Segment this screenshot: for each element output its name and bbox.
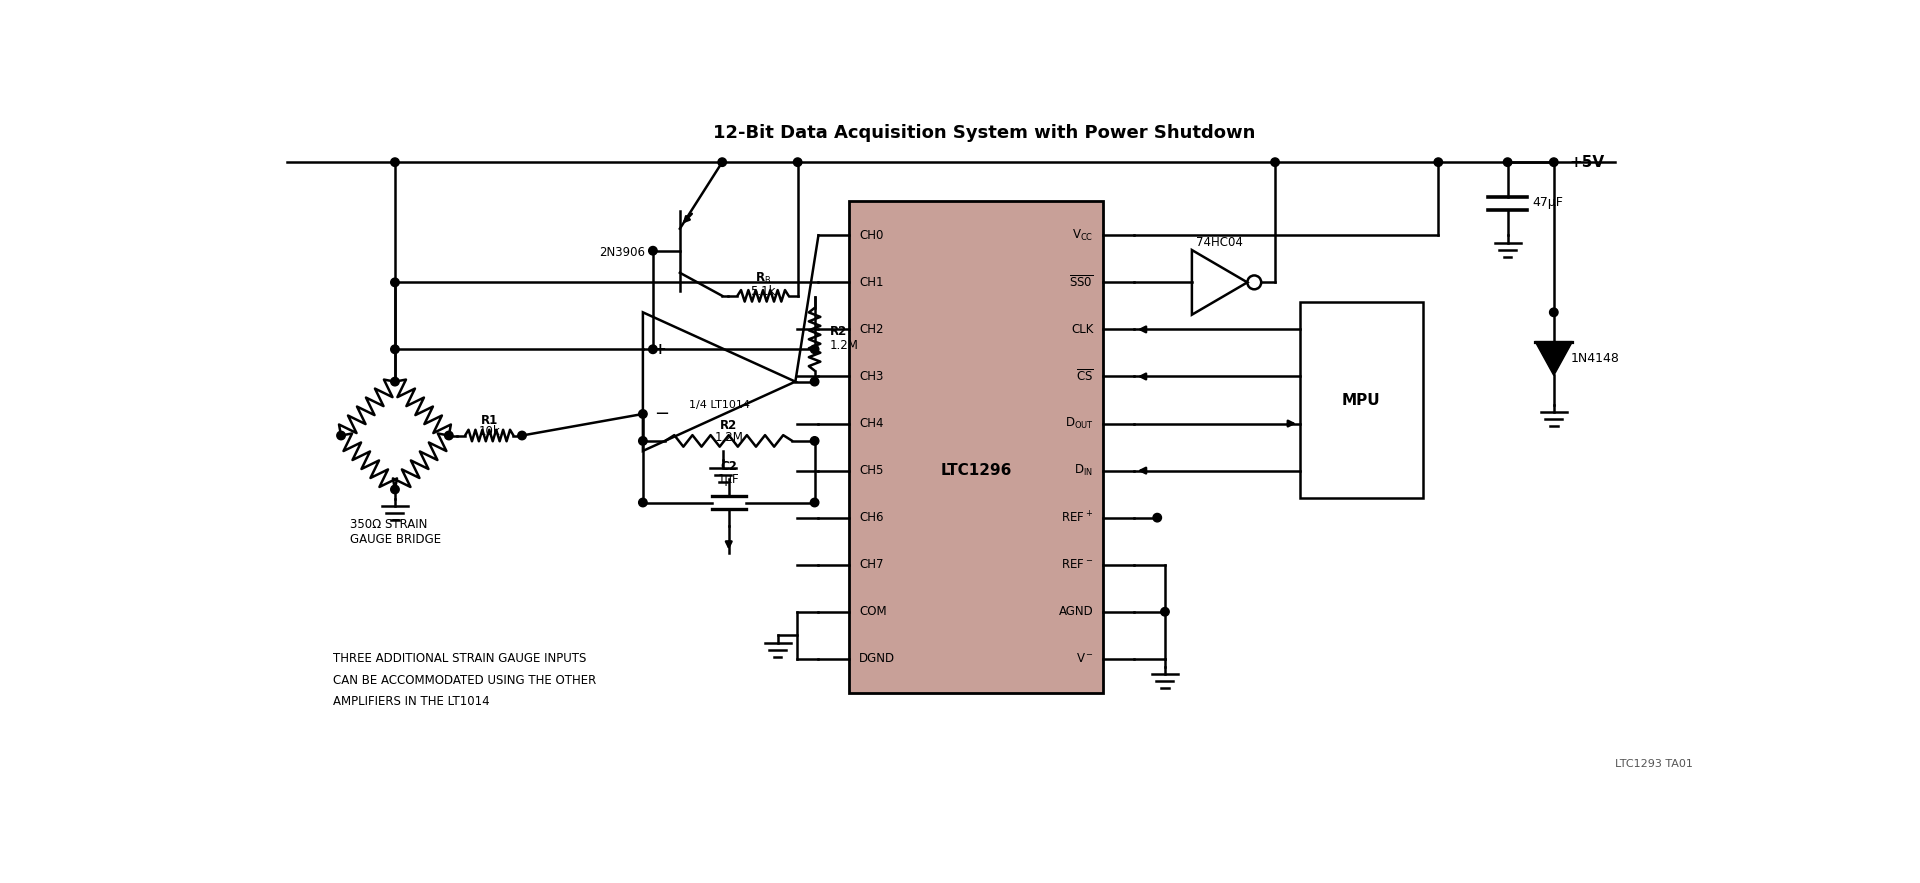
Circle shape xyxy=(445,431,453,440)
Text: C2: C2 xyxy=(720,460,737,472)
Circle shape xyxy=(1503,158,1511,166)
Polygon shape xyxy=(1536,342,1572,375)
Text: CH5: CH5 xyxy=(860,464,883,477)
Text: MPU: MPU xyxy=(1342,393,1380,408)
Text: 74HC04: 74HC04 xyxy=(1196,236,1242,249)
Text: CH4: CH4 xyxy=(860,417,883,430)
Text: V$^-$: V$^-$ xyxy=(1075,653,1092,665)
Text: CLK: CLK xyxy=(1071,323,1092,336)
Text: AGND: AGND xyxy=(1058,605,1092,618)
Circle shape xyxy=(718,158,726,166)
Text: CAN BE ACCOMMODATED USING THE OTHER: CAN BE ACCOMMODATED USING THE OTHER xyxy=(334,674,597,687)
Text: R$_{\rm B}$: R$_{\rm B}$ xyxy=(755,271,772,286)
Text: 1.2M: 1.2M xyxy=(829,339,858,352)
Circle shape xyxy=(1434,158,1442,166)
Circle shape xyxy=(390,485,399,494)
Text: 1μF: 1μF xyxy=(718,473,739,486)
Text: D$_{\rm IN}$: D$_{\rm IN}$ xyxy=(1075,463,1092,479)
Text: CH2: CH2 xyxy=(860,323,883,336)
Circle shape xyxy=(390,345,399,353)
Circle shape xyxy=(390,158,399,166)
Circle shape xyxy=(810,377,818,386)
Text: V$_{\rm CC}$: V$_{\rm CC}$ xyxy=(1071,228,1092,243)
Text: 1.2M: 1.2M xyxy=(714,431,743,443)
Circle shape xyxy=(639,410,647,419)
Circle shape xyxy=(810,345,818,353)
Text: LTC1296: LTC1296 xyxy=(941,463,1012,478)
Text: D$_{\rm OUT}$: D$_{\rm OUT}$ xyxy=(1066,416,1092,431)
Circle shape xyxy=(639,437,647,445)
Text: $\overline{\rm CS}$: $\overline{\rm CS}$ xyxy=(1075,369,1092,384)
Circle shape xyxy=(810,498,818,507)
Circle shape xyxy=(390,377,399,386)
Circle shape xyxy=(810,437,818,445)
Text: 2N3906: 2N3906 xyxy=(599,245,645,259)
Text: 5.1k: 5.1k xyxy=(751,284,776,298)
Text: 47μF: 47μF xyxy=(1532,196,1563,208)
Text: +: + xyxy=(653,342,666,357)
Text: $\overline{\rm SS0}$: $\overline{\rm SS0}$ xyxy=(1069,275,1092,291)
Text: THREE ADDITIONAL STRAIN GAUGE INPUTS: THREE ADDITIONAL STRAIN GAUGE INPUTS xyxy=(334,653,588,665)
Circle shape xyxy=(336,431,346,440)
Circle shape xyxy=(649,246,657,255)
Text: R2: R2 xyxy=(829,325,847,338)
FancyBboxPatch shape xyxy=(1300,303,1423,497)
Text: +5V: +5V xyxy=(1569,155,1605,170)
Text: CH7: CH7 xyxy=(860,558,883,571)
Text: CH6: CH6 xyxy=(860,511,883,525)
Text: 12-Bit Data Acquisition System with Power Shutdown: 12-Bit Data Acquisition System with Powe… xyxy=(712,124,1256,142)
Text: R2: R2 xyxy=(720,419,737,432)
Text: R1: R1 xyxy=(480,413,497,426)
Text: CH0: CH0 xyxy=(860,229,883,242)
Circle shape xyxy=(1549,308,1557,316)
Text: COM: COM xyxy=(860,605,887,618)
Circle shape xyxy=(639,498,647,507)
Circle shape xyxy=(1549,158,1557,166)
Text: REF$^-$: REF$^-$ xyxy=(1062,558,1092,571)
Circle shape xyxy=(390,278,399,287)
Text: CH1: CH1 xyxy=(860,275,883,289)
Circle shape xyxy=(1271,158,1279,166)
Circle shape xyxy=(1154,513,1162,522)
Text: REF$^+$: REF$^+$ xyxy=(1062,510,1092,525)
Circle shape xyxy=(649,345,657,353)
Text: CH3: CH3 xyxy=(860,370,883,383)
Circle shape xyxy=(518,431,526,440)
Circle shape xyxy=(793,158,803,166)
Text: LTC1293 TA01: LTC1293 TA01 xyxy=(1615,759,1692,769)
Circle shape xyxy=(1162,608,1169,616)
Text: 1/4 LT1014: 1/4 LT1014 xyxy=(689,400,749,410)
Text: 1N4148: 1N4148 xyxy=(1571,352,1620,365)
Text: 350Ω STRAIN: 350Ω STRAIN xyxy=(349,517,428,531)
Text: GAUGE BRIDGE: GAUGE BRIDGE xyxy=(349,533,442,546)
Text: 10k: 10k xyxy=(478,426,499,438)
Text: DGND: DGND xyxy=(860,653,895,665)
Text: −: − xyxy=(653,405,668,423)
FancyBboxPatch shape xyxy=(849,200,1104,693)
Text: AMPLIFIERS IN THE LT1014: AMPLIFIERS IN THE LT1014 xyxy=(334,696,490,708)
